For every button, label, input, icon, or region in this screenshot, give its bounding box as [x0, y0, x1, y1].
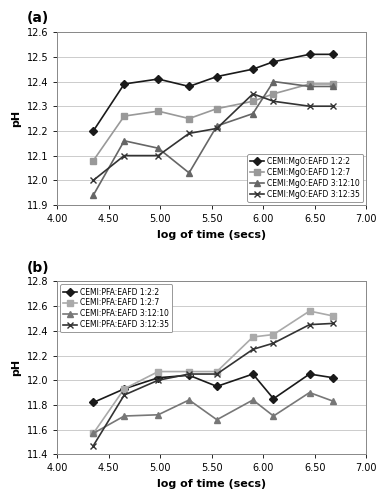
CEMI:PFA:EAFD 3:12:35: [122, 392, 126, 398]
X-axis label: log of time (secs): log of time (secs): [157, 230, 266, 239]
CEMI:PFA:EAFD 3:12:10: [251, 397, 255, 403]
CEMI:PFA:EAFD 1:2:7: [215, 368, 219, 374]
Line: CEMI:MgO:EAFD 1:2:2: CEMI:MgO:EAFD 1:2:2: [90, 52, 336, 134]
Line: CEMI:PFA:EAFD 3:12:35: CEMI:PFA:EAFD 3:12:35: [90, 320, 337, 449]
CEMI:PFA:EAFD 3:12:10: [271, 413, 276, 419]
CEMI:MgO:EAFD 1:2:2: [251, 66, 255, 72]
CEMI:PFA:EAFD 3:12:10: [156, 412, 161, 418]
CEMI:PFA:EAFD 3:12:35: [331, 320, 336, 326]
CEMI:MgO:EAFD 1:2:2: [156, 76, 161, 82]
CEMI:MgO:EAFD 1:2:7: [271, 91, 276, 97]
CEMI:MgO:EAFD 3:12:35: [271, 98, 276, 104]
CEMI:PFA:EAFD 1:2:7: [307, 308, 312, 314]
CEMI:PFA:EAFD 1:2:7: [187, 368, 191, 374]
CEMI:MgO:EAFD 3:12:35: [251, 91, 255, 97]
CEMI:PFA:EAFD 1:2:2: [215, 384, 219, 390]
CEMI:PFA:EAFD 1:2:7: [271, 332, 276, 338]
CEMI:PFA:EAFD 3:12:35: [156, 377, 161, 383]
Line: CEMI:MgO:EAFD 3:12:10: CEMI:MgO:EAFD 3:12:10: [90, 78, 336, 198]
CEMI:MgO:EAFD 1:2:2: [215, 74, 219, 80]
CEMI:MgO:EAFD 3:12:35: [122, 152, 126, 158]
CEMI:PFA:EAFD 1:2:2: [156, 374, 161, 380]
CEMI:MgO:EAFD 3:12:10: [271, 78, 276, 84]
CEMI:MgO:EAFD 1:2:2: [307, 52, 312, 58]
Legend: CEMI:PFA:EAFD 1:2:2, CEMI:PFA:EAFD 1:2:7, CEMI:PFA:EAFD 3:12:10, CEMI:PFA:EAFD 3: CEMI:PFA:EAFD 1:2:2, CEMI:PFA:EAFD 1:2:7…: [61, 284, 172, 333]
CEMI:MgO:EAFD 1:2:7: [187, 116, 191, 121]
CEMI:MgO:EAFD 1:2:7: [307, 81, 312, 87]
Text: (a): (a): [26, 11, 48, 25]
Y-axis label: pH: pH: [11, 360, 21, 376]
CEMI:PFA:EAFD 1:2:2: [331, 374, 336, 380]
CEMI:PFA:EAFD 1:2:7: [122, 386, 126, 392]
CEMI:MgO:EAFD 1:2:7: [156, 108, 161, 114]
CEMI:MgO:EAFD 1:2:2: [271, 58, 276, 64]
CEMI:MgO:EAFD 3:12:10: [331, 84, 336, 89]
CEMI:PFA:EAFD 1:2:7: [251, 334, 255, 340]
Line: CEMI:PFA:EAFD 1:2:7: CEMI:PFA:EAFD 1:2:7: [90, 308, 336, 436]
CEMI:PFA:EAFD 1:2:7: [331, 313, 336, 319]
CEMI:MgO:EAFD 3:12:10: [187, 170, 191, 176]
CEMI:MgO:EAFD 3:12:10: [91, 192, 96, 198]
CEMI:MgO:EAFD 3:12:35: [215, 126, 219, 132]
Line: CEMI:MgO:EAFD 3:12:35: CEMI:MgO:EAFD 3:12:35: [90, 90, 337, 184]
CEMI:PFA:EAFD 3:12:35: [215, 371, 219, 377]
CEMI:MgO:EAFD 3:12:10: [122, 138, 126, 144]
CEMI:MgO:EAFD 1:2:7: [122, 113, 126, 119]
X-axis label: log of time (secs): log of time (secs): [157, 479, 266, 489]
CEMI:PFA:EAFD 1:2:2: [187, 372, 191, 378]
CEMI:PFA:EAFD 3:12:35: [251, 346, 255, 352]
CEMI:PFA:EAFD 1:2:2: [122, 386, 126, 392]
Line: CEMI:PFA:EAFD 3:12:10: CEMI:PFA:EAFD 3:12:10: [90, 390, 336, 436]
Y-axis label: pH: pH: [11, 110, 21, 127]
Line: CEMI:MgO:EAFD 1:2:7: CEMI:MgO:EAFD 1:2:7: [90, 81, 336, 164]
CEMI:MgO:EAFD 3:12:35: [307, 103, 312, 109]
CEMI:PFA:EAFD 3:12:10: [331, 398, 336, 404]
CEMI:PFA:EAFD 3:12:10: [91, 430, 96, 436]
CEMI:PFA:EAFD 1:2:2: [251, 371, 255, 377]
CEMI:PFA:EAFD 3:12:35: [187, 371, 191, 377]
CEMI:PFA:EAFD 3:12:35: [307, 322, 312, 328]
Legend: CEMI:MgO:EAFD 1:2:2, CEMI:MgO:EAFD 1:2:7, CEMI:MgO:EAFD 3:12:10, CEMI:MgO:EAFD 3: CEMI:MgO:EAFD 1:2:2, CEMI:MgO:EAFD 1:2:7…: [247, 154, 363, 202]
CEMI:PFA:EAFD 3:12:10: [307, 390, 312, 396]
CEMI:MgO:EAFD 3:12:35: [156, 152, 161, 158]
CEMI:PFA:EAFD 3:12:10: [122, 413, 126, 419]
CEMI:MgO:EAFD 3:12:35: [187, 130, 191, 136]
CEMI:MgO:EAFD 3:12:10: [307, 84, 312, 89]
CEMI:PFA:EAFD 1:2:2: [307, 371, 312, 377]
CEMI:MgO:EAFD 1:2:2: [91, 128, 96, 134]
CEMI:MgO:EAFD 1:2:7: [331, 81, 336, 87]
CEMI:PFA:EAFD 3:12:10: [187, 397, 191, 403]
CEMI:PFA:EAFD 3:12:10: [215, 416, 219, 422]
CEMI:MgO:EAFD 1:2:7: [215, 106, 219, 112]
CEMI:PFA:EAFD 3:12:35: [91, 442, 96, 448]
CEMI:PFA:EAFD 1:2:2: [271, 396, 276, 402]
Text: (b): (b): [26, 260, 49, 274]
CEMI:MgO:EAFD 1:2:2: [331, 52, 336, 58]
CEMI:PFA:EAFD 1:2:7: [91, 430, 96, 436]
Line: CEMI:PFA:EAFD 1:2:2: CEMI:PFA:EAFD 1:2:2: [90, 372, 336, 405]
CEMI:MgO:EAFD 3:12:35: [331, 103, 336, 109]
CEMI:MgO:EAFD 1:2:7: [251, 98, 255, 104]
CEMI:MgO:EAFD 3:12:10: [251, 110, 255, 116]
CEMI:MgO:EAFD 3:12:35: [91, 178, 96, 184]
CEMI:MgO:EAFD 1:2:2: [122, 81, 126, 87]
CEMI:MgO:EAFD 3:12:10: [156, 145, 161, 151]
CEMI:PFA:EAFD 1:2:7: [156, 368, 161, 374]
CEMI:PFA:EAFD 3:12:35: [271, 340, 276, 346]
CEMI:MgO:EAFD 1:2:2: [187, 84, 191, 89]
CEMI:MgO:EAFD 3:12:10: [215, 123, 219, 129]
CEMI:MgO:EAFD 1:2:7: [91, 158, 96, 164]
CEMI:PFA:EAFD 1:2:2: [91, 400, 96, 406]
